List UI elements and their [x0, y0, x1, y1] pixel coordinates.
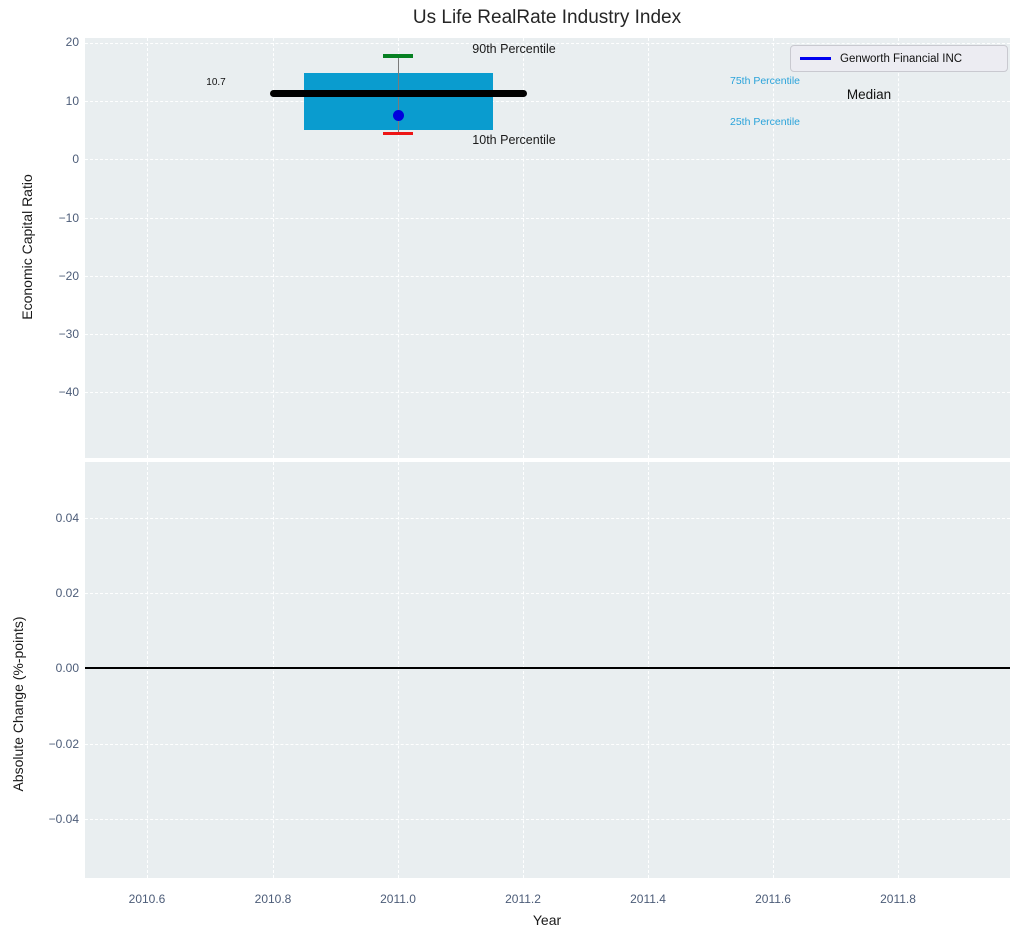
gridline-v — [147, 38, 148, 458]
p90-cap — [383, 54, 413, 58]
p10-cap — [383, 131, 413, 135]
legend-box: Genworth Financial INC — [790, 45, 1008, 72]
gridline-v — [523, 462, 524, 878]
xtick: 2011.2 — [505, 892, 541, 906]
top-plot-area: 90th Percentile 10th Percentile 75th Per… — [85, 38, 1010, 458]
bottom-plot-area — [85, 462, 1010, 878]
xtick: 2011.8 — [880, 892, 916, 906]
x-axis-label: Year — [532, 912, 562, 928]
chart-title: Us Life RealRate Industry Index — [412, 7, 682, 28]
gridline-h — [85, 593, 1010, 594]
gridline-v — [648, 38, 649, 458]
gridline-v — [773, 38, 774, 458]
annotation-median: Median — [846, 87, 892, 102]
ytick-top: −40 — [58, 385, 79, 399]
xtick: 2011.6 — [755, 892, 791, 906]
gridline-v — [147, 462, 148, 878]
annotation-10th-percentile: 10th Percentile — [472, 133, 556, 147]
ytick-top: −30 — [58, 327, 79, 341]
xtick: 2010.8 — [254, 892, 292, 906]
gridline-h — [85, 334, 1010, 335]
gridline-v — [273, 462, 274, 878]
xtick: 2011.0 — [380, 892, 416, 906]
gridline-h — [85, 744, 1010, 745]
ytick-bottom: 0.04 — [55, 511, 79, 525]
gridline-v — [273, 38, 274, 458]
gridline-h — [85, 819, 1010, 820]
ytick-top: 10 — [65, 94, 79, 108]
gridline-v — [398, 462, 399, 878]
gridline-v — [398, 38, 399, 458]
ytick-top: −10 — [58, 211, 79, 225]
legend-line-icon — [800, 57, 831, 60]
xtick: 2010.6 — [128, 892, 166, 906]
ytick-bottom: 0.02 — [55, 586, 79, 600]
gridline-v — [898, 38, 899, 458]
ytick-bottom: 0.00 — [55, 661, 79, 675]
median-bar — [270, 90, 527, 97]
top-y-axis-label: Economic Capital Ratio — [19, 174, 35, 320]
zero-reference-line — [85, 667, 1010, 669]
xtick: 2011.4 — [630, 892, 666, 906]
gridline-v — [898, 462, 899, 878]
annotation-75th-percentile: 75th Percentile — [729, 74, 801, 87]
ytick-top: 20 — [65, 35, 79, 49]
annotation-25th-percentile: 25th Percentile — [729, 115, 801, 128]
ytick-bottom: −0.04 — [48, 812, 79, 826]
ytick-bottom: −0.02 — [48, 737, 79, 751]
gridline-h — [85, 392, 1010, 393]
gridline-h — [85, 42, 1010, 44]
gridline-h — [85, 276, 1010, 277]
company-data-point — [392, 109, 404, 121]
gridline-h — [85, 218, 1010, 219]
gridline-h — [85, 159, 1010, 160]
gridline-h — [85, 518, 1010, 519]
gridline-v — [773, 462, 774, 878]
legend-label: Genworth Financial INC — [840, 52, 963, 65]
gridline-v — [523, 38, 524, 458]
annotation-90th-percentile: 90th Percentile — [472, 42, 556, 56]
gridline-h — [85, 101, 1010, 102]
ytick-top: 0 — [72, 152, 79, 166]
ytick-top: −20 — [58, 269, 79, 283]
gridline-v — [648, 462, 649, 878]
annotation-median-value: 10.7 — [206, 76, 226, 88]
bottom-y-axis-label: Absolute Change (%-points) — [10, 616, 26, 792]
